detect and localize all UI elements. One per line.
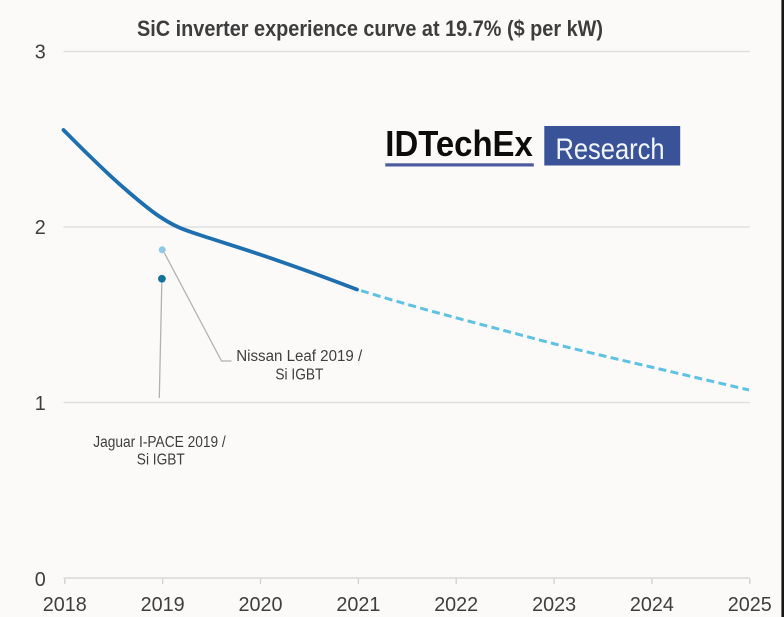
- svg-text:2018: 2018: [43, 594, 87, 616]
- svg-text:2021: 2021: [336, 594, 380, 616]
- svg-text:SiC inverter experience curve: SiC inverter experience curve at 19.7% (…: [137, 16, 603, 41]
- svg-text:IDTechEx: IDTechEx: [385, 123, 533, 164]
- svg-text:2: 2: [35, 217, 46, 239]
- svg-text:2024: 2024: [630, 594, 674, 616]
- svg-text:3: 3: [35, 42, 46, 64]
- svg-text:0: 0: [35, 569, 46, 591]
- svg-text:2022: 2022: [434, 594, 478, 616]
- svg-text:2020: 2020: [239, 594, 283, 616]
- svg-text:2019: 2019: [141, 594, 185, 616]
- svg-text:Research: Research: [556, 133, 665, 166]
- svg-text:Si IGBT: Si IGBT: [275, 366, 323, 383]
- svg-text:Si IGBT: Si IGBT: [137, 451, 185, 468]
- svg-text:1: 1: [35, 393, 46, 415]
- svg-text:2023: 2023: [532, 594, 576, 616]
- svg-text:Jaguar I-PACE 2019 /: Jaguar I-PACE 2019 /: [93, 434, 226, 451]
- svg-text:Nissan Leaf 2019 /: Nissan Leaf 2019 /: [236, 348, 363, 365]
- svg-text:2025: 2025: [728, 594, 772, 616]
